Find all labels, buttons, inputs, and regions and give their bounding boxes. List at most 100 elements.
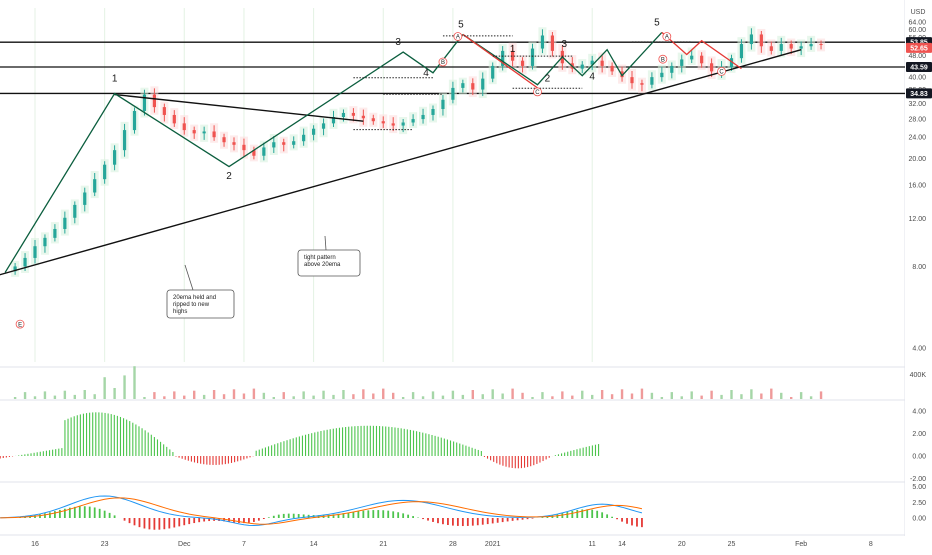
candle-body[interactable]: [670, 65, 674, 73]
secondary-wave-line[interactable]: [462, 31, 663, 86]
volume-bar: [13, 397, 17, 399]
candle-body[interactable]: [83, 192, 87, 205]
candle-body[interactable]: [341, 112, 346, 118]
correction-line[interactable]: [462, 33, 538, 89]
candle-body[interactable]: [331, 117, 336, 124]
candle-body[interactable]: [232, 142, 236, 145]
candle-body[interactable]: [550, 35, 554, 51]
candle-body[interactable]: [431, 109, 435, 115]
time-tick-label: 2021: [485, 541, 501, 548]
candle-body[interactable]: [660, 72, 664, 78]
candle-body[interactable]: [33, 246, 37, 258]
candle-body[interactable]: [292, 141, 296, 145]
volume-bar: [302, 391, 305, 399]
candle-body[interactable]: [441, 99, 445, 110]
candle-body[interactable]: [799, 46, 803, 49]
candle-body[interactable]: [282, 142, 286, 145]
candle-body[interactable]: [302, 134, 306, 142]
candle-body[interactable]: [690, 55, 694, 60]
candle-body[interactable]: [381, 121, 385, 124]
candle-body[interactable]: [511, 50, 515, 61]
candle-body[interactable]: [739, 44, 744, 59]
candle-body[interactable]: [819, 44, 823, 46]
candle-body[interactable]: [182, 123, 186, 131]
candle-body[interactable]: [749, 34, 753, 45]
signal-line[interactable]: [0, 497, 643, 525]
trend-line[interactable]: [0, 49, 802, 279]
candle-body[interactable]: [421, 114, 425, 120]
candle-body[interactable]: [242, 144, 246, 151]
candle-body[interactable]: [520, 60, 525, 66]
wave-label: 4: [589, 72, 595, 83]
candle-body[interactable]: [142, 94, 147, 111]
candle-body[interactable]: [789, 44, 793, 49]
candle-body[interactable]: [501, 50, 505, 66]
candle-body[interactable]: [759, 34, 763, 47]
pennant-upper-line[interactable]: [114, 93, 364, 122]
candle-body[interactable]: [630, 77, 634, 84]
macd-panel[interactable]: [0, 495, 643, 530]
candle-body[interactable]: [63, 217, 67, 229]
candle-body[interactable]: [312, 128, 316, 135]
impulse-wave-line[interactable]: [4, 34, 464, 273]
candle-body[interactable]: [321, 123, 326, 129]
candle-body[interactable]: [202, 131, 206, 134]
candle-body[interactable]: [809, 44, 813, 47]
candle-body[interactable]: [172, 114, 176, 124]
candle-body[interactable]: [461, 83, 465, 88]
candle-body[interactable]: [620, 71, 624, 78]
macd-line[interactable]: [0, 495, 643, 527]
candle-body[interactable]: [152, 94, 156, 108]
candle-body[interactable]: [73, 204, 77, 218]
candle-body[interactable]: [491, 65, 495, 79]
candle-body[interactable]: [162, 107, 166, 115]
candle-body[interactable]: [113, 150, 117, 165]
candle-body[interactable]: [371, 118, 375, 122]
candle-body[interactable]: [222, 137, 226, 143]
price-tick-label: 48.00: [908, 53, 926, 60]
candle-body[interactable]: [411, 119, 415, 123]
candle-body[interactable]: [391, 123, 395, 126]
candle-body[interactable]: [122, 130, 127, 151]
candle-body[interactable]: [769, 46, 773, 51]
candle-body[interactable]: [680, 59, 684, 66]
candle-body[interactable]: [590, 60, 594, 65]
candle-body[interactable]: [530, 48, 535, 66]
candle-body[interactable]: [600, 60, 604, 66]
volume-bar: [511, 388, 514, 399]
candle-body[interactable]: [471, 83, 475, 90]
candle-body[interactable]: [192, 130, 196, 134]
candle-body[interactable]: [640, 83, 644, 85]
volume-panel[interactable]: [13, 366, 823, 399]
candle-body[interactable]: [93, 179, 97, 193]
candle-body[interactable]: [580, 64, 584, 69]
candle-body[interactable]: [132, 110, 137, 131]
candle-body[interactable]: [779, 44, 783, 51]
candle-body[interactable]: [710, 63, 714, 72]
candle-body[interactable]: [700, 55, 704, 64]
candle-body[interactable]: [262, 147, 266, 156]
candle-body[interactable]: [23, 257, 27, 267]
candle-body[interactable]: [252, 150, 256, 156]
candle-body[interactable]: [351, 112, 355, 116]
candle-body[interactable]: [481, 78, 485, 90]
candle-body[interactable]: [212, 131, 216, 138]
candle-body[interactable]: [540, 35, 545, 49]
candle-body[interactable]: [729, 58, 734, 68]
candle-body[interactable]: [272, 142, 276, 148]
candle-body[interactable]: [103, 164, 107, 180]
candle-body[interactable]: [361, 115, 365, 119]
candle-body[interactable]: [451, 87, 455, 100]
candle-body[interactable]: [53, 228, 57, 238]
candle-body[interactable]: [13, 266, 17, 272]
candle-body[interactable]: [43, 237, 47, 247]
histogram-panel[interactable]: [0, 412, 600, 469]
candle-body[interactable]: [610, 65, 614, 72]
projected-correction-line[interactable]: [661, 31, 742, 70]
candle-body[interactable]: [650, 77, 654, 85]
candle-body[interactable]: [401, 122, 405, 126]
